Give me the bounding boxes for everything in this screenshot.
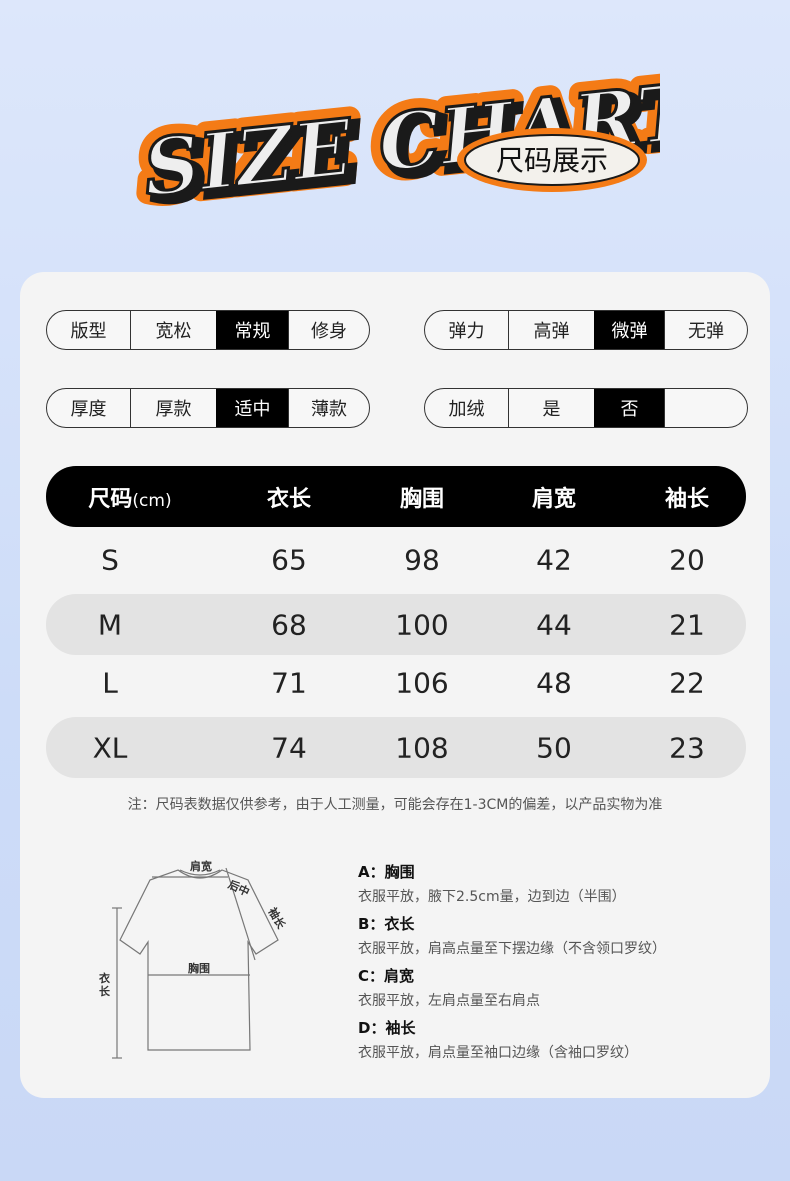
table-cell: 106 (395, 666, 449, 699)
table-header: 尺码(cm) 衣长 胸围 肩宽 袖长 (46, 466, 746, 527)
measurement-text: 衣服平放，肩点量至袖口边缘（含袖口罗纹） (358, 1045, 638, 1061)
table-cell: 23 (669, 731, 705, 764)
tshirt-diagram-icon (112, 867, 279, 1059)
header-sleeve: 袖长 (664, 486, 710, 512)
table-cell: 21 (669, 608, 705, 641)
header-chest: 胸围 (399, 486, 445, 512)
label-shoulder: 肩宽 (190, 860, 212, 873)
attribute-label: 加绒 (448, 399, 485, 420)
measurement-title: C：肩宽 (358, 967, 415, 985)
attribute-option: 宽松 (130, 311, 216, 349)
attribute-option: 是 (508, 389, 594, 427)
header-size: 尺码(cm) (88, 486, 172, 512)
table-cell: 20 (669, 543, 705, 576)
table-cell: L (102, 666, 118, 699)
table-cell: 108 (395, 731, 449, 764)
attribute-label: 厚度 (70, 399, 107, 420)
table-cell: 74 (271, 731, 307, 764)
attribute-1: 弹力 高弹 微弹 无弹 (424, 310, 748, 350)
attribute-option: 否 (594, 389, 664, 427)
table-cell: XL (92, 731, 128, 764)
label-chest: 胸围 (188, 962, 210, 975)
table-cell: 71 (271, 666, 307, 699)
table-row: M 68 100 44 21 (46, 594, 746, 655)
measurement-item: B：衣长衣服平放，肩高点量至下摆边缘（不含领口罗纹） (358, 913, 666, 958)
attribute-option: 常规 (216, 311, 288, 349)
attribute-option: 高弹 (508, 311, 594, 349)
table-row: XL 74 108 50 23 (46, 717, 746, 778)
table-cell: 42 (536, 543, 572, 576)
table-cell: 100 (395, 608, 449, 641)
table-row: L 71 106 48 22 (46, 652, 746, 713)
attribute-option: 微弹 (594, 311, 664, 349)
table-cell: 48 (536, 666, 572, 699)
attribute-option: 厚款 (130, 389, 216, 427)
measurement-text: 衣服平放，肩高点量至下摆边缘（不含领口罗纹） (358, 941, 666, 957)
measurement-text: 衣服平放，左肩点量至右肩点 (358, 993, 540, 1009)
measurement-text: 衣服平放，腋下2.5cm量，边到边（半围） (358, 889, 626, 905)
header-length: 衣长 (266, 486, 312, 512)
measurement-title: B：衣长 (358, 915, 415, 933)
size-chart-logo: SIZE CHART SIZE CHART SIZE CHART 尺码展示 (128, 55, 660, 210)
measurement-item: C：肩宽衣服平放，左肩点量至右肩点 (358, 965, 540, 1010)
attribute-2: 厚度 厚款 适中 薄款 (46, 388, 370, 428)
attribute-label: 版型 (70, 321, 107, 342)
attribute-option (664, 389, 747, 427)
attribute-label: 弹力 (448, 321, 485, 342)
measurement-item: D：袖长衣服平放，肩点量至袖口边缘（含袖口罗纹） (358, 1017, 638, 1062)
label-length: 衣长 (99, 972, 110, 998)
attribute-0: 版型 宽松 常规 修身 (46, 310, 370, 350)
table-cell: 65 (271, 543, 307, 576)
table-cell: 22 (669, 666, 705, 699)
table-cell: M (97, 608, 123, 641)
attribute-3: 加绒 是否 (424, 388, 748, 428)
table-cell: 44 (536, 608, 572, 641)
measurement-item: A：胸围衣服平放，腋下2.5cm量，边到边（半围） (358, 861, 626, 906)
table-cell: 68 (271, 608, 307, 641)
header-shoulder: 肩宽 (531, 486, 577, 512)
table-cell: 50 (536, 731, 572, 764)
attribute-option: 无弹 (664, 311, 747, 349)
table-row: S 65 98 42 20 (46, 529, 746, 590)
measurement-title: D：袖长 (358, 1019, 416, 1037)
measurement-title: A：胸围 (358, 863, 415, 881)
attribute-option: 修身 (288, 311, 369, 349)
subtitle: 尺码展示 (496, 144, 608, 177)
attribute-option: 薄款 (288, 389, 369, 427)
table-cell: 98 (404, 543, 440, 576)
attribute-option: 适中 (216, 389, 288, 427)
table-cell: S (101, 543, 119, 576)
disclaimer-note: 注：尺码表数据仅供参考，由于人工测量，可能会存在1-3CM的偏差，以产品实物为准 (127, 797, 663, 813)
